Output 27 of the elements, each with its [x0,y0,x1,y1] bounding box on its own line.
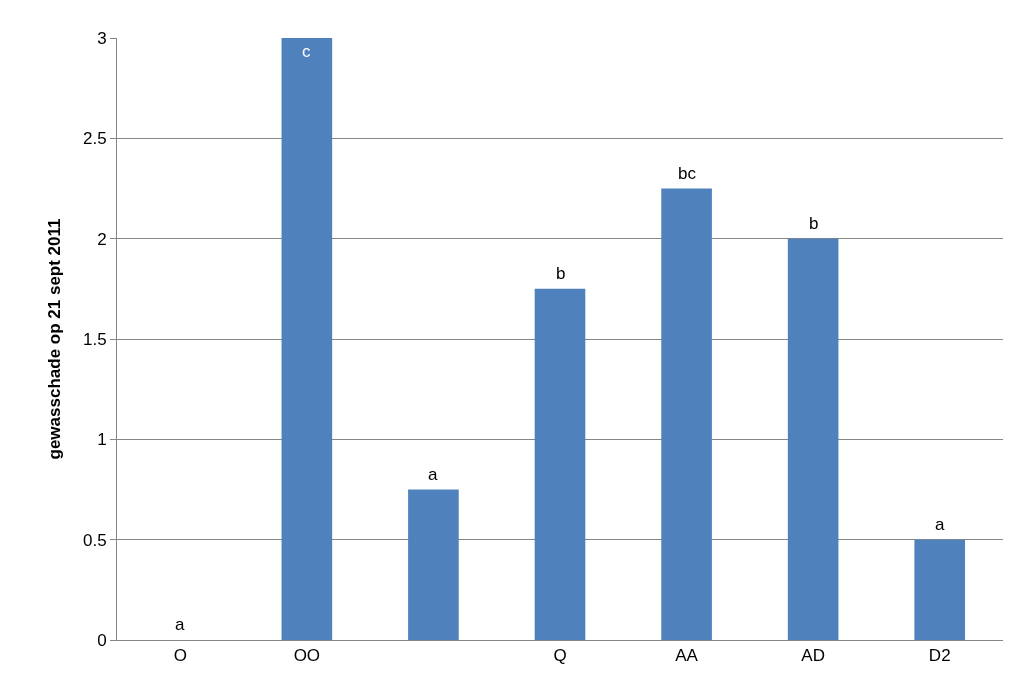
y-tick-label: 1.5 [82,329,107,349]
annotation: c [302,42,311,61]
annotation: bc [678,164,697,183]
y-tick-label: 0.5 [82,530,107,550]
y-tick-label: 3 [97,28,107,48]
bar [534,288,586,640]
bar [787,238,839,640]
y-tick-label: 2.5 [82,129,107,149]
x-tick-label: O [173,646,187,666]
bar [408,489,459,640]
x-tick-label: AA [675,646,699,666]
x-tick-label: AD [801,646,825,666]
y-tick-label: 1 [97,430,107,450]
x-tick-label: Q [553,646,567,666]
annotation: a [175,615,185,634]
y-tick-label: 0 [97,630,107,650]
annotation: a [428,465,438,484]
y-tick-label: 2 [97,229,107,249]
bar [281,38,333,640]
y-axis-title: gewasschade op 21 sept 2011 [44,218,64,460]
annotation: b [556,264,566,283]
x-tick-label: D2 [928,646,951,666]
annotation: a [935,515,945,534]
bar [914,539,966,640]
annotation: b [809,214,819,233]
x-tick-label: OO [293,646,321,666]
bar [661,188,712,640]
